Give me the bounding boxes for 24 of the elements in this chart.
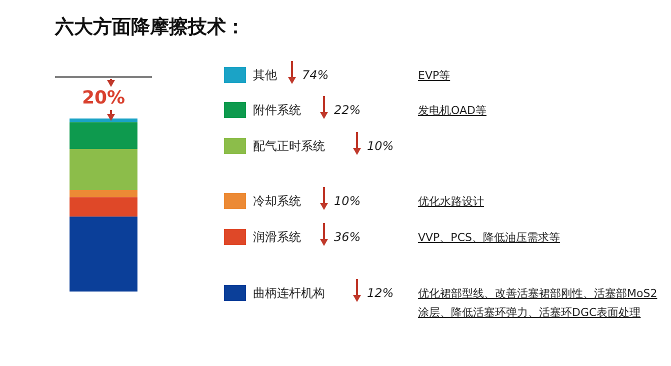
text: 36% — [334, 230, 361, 244]
text: 22% — [334, 103, 361, 117]
text: 发电机OAD等 — [418, 103, 488, 119]
bar — [70, 122, 138, 149]
legend-label: 其他 — [253, 67, 277, 84]
legend-label: 配气正时系统 — [253, 138, 325, 155]
legend-label: 曲柄连杆机构 — [253, 285, 325, 302]
text: 74% — [302, 68, 329, 82]
text: 优化裙部型线、改善活塞裙部刚性、活塞部MoS2涂层、降低活塞环弹力、活塞环DGC表面处理 — [418, 286, 658, 321]
legend-label: 附件系统 — [253, 102, 301, 119]
text: 优化水路设计 — [418, 194, 485, 210]
bar — [70, 197, 138, 217]
text: 12% — [367, 286, 394, 300]
text: 10% — [334, 194, 361, 208]
bar — [70, 216, 138, 292]
bar — [70, 190, 138, 198]
legend-label: 冷却系统 — [253, 193, 301, 210]
bar — [70, 148, 138, 190]
text: 10% — [367, 139, 394, 153]
chart-title: 六大方面降摩擦技术： — [55, 15, 245, 40]
text: VVP、PCS、降低油压需求等 — [418, 230, 561, 246]
text: EVP等 — [418, 68, 452, 84]
text: 20% — [82, 87, 126, 108]
legend-label: 润滑系统 — [253, 229, 301, 246]
